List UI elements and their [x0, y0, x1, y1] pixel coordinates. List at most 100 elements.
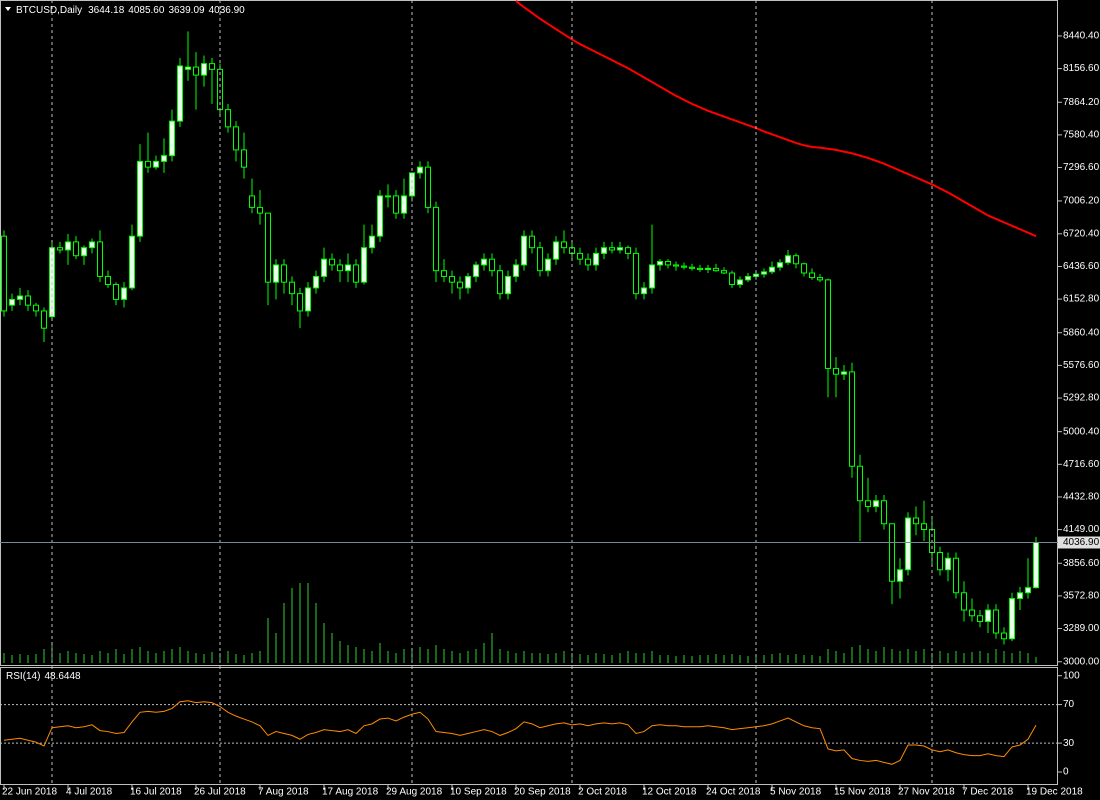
candle-body — [289, 281, 295, 295]
y-tick-label: 5860.40 — [1063, 327, 1100, 338]
candle-body — [113, 283, 119, 300]
x-tick-label: 12 Oct 2018 — [642, 787, 697, 798]
menu-icon[interactable] — [5, 7, 11, 11]
y-tick-label: 100 — [1063, 670, 1080, 681]
rsi-last-value: 48.6448 — [44, 671, 81, 682]
rsi-title: RSI(14) — [6, 671, 40, 682]
candle-body — [1017, 592, 1023, 600]
candle-body — [177, 65, 183, 122]
candle-body — [441, 270, 447, 277]
candle-body — [953, 557, 959, 594]
candle-body — [849, 371, 855, 467]
y-tick-label: 70 — [1063, 699, 1075, 710]
candle-body — [33, 304, 39, 312]
candle-body — [625, 247, 631, 254]
y-tick-label: 6436.60 — [1063, 261, 1100, 272]
candle-body — [785, 255, 791, 264]
candle-body — [609, 247, 615, 251]
candle-body — [817, 277, 823, 281]
candle-body — [377, 195, 383, 237]
candle-body — [233, 126, 239, 151]
candle-body — [305, 287, 311, 312]
candle-body — [961, 592, 967, 611]
candle-body — [409, 172, 415, 197]
candle-body — [713, 267, 719, 272]
y-tick-label: 3572.80 — [1063, 591, 1100, 602]
candle-body — [281, 264, 287, 283]
x-tick-label: 7 Dec 2018 — [962, 787, 1014, 798]
candle-body — [793, 255, 799, 265]
x-tick-label: 29 Aug 2018 — [386, 787, 443, 798]
x-tick-label: 22 Jun 2018 — [2, 787, 57, 798]
last-price-label: 4036.90 — [1063, 537, 1100, 548]
candle-body — [633, 252, 639, 295]
candle-body — [193, 66, 199, 76]
candle-body — [1009, 598, 1015, 640]
candle-body — [257, 206, 263, 214]
candle-body — [353, 264, 359, 283]
candle-body — [505, 275, 511, 295]
candle-body — [249, 195, 255, 208]
x-tick-label: 16 Jul 2018 — [130, 787, 182, 798]
candle-body — [41, 310, 47, 329]
candle-body — [457, 281, 463, 289]
y-tick-label: 7580.40 — [1063, 130, 1100, 141]
candle-body — [937, 551, 943, 571]
y-tick-label: 6152.80 — [1063, 294, 1100, 305]
candle-body — [129, 235, 135, 289]
candle-body — [865, 500, 871, 507]
y-tick-label: 8156.60 — [1063, 63, 1100, 74]
y-tick-label: 3856.60 — [1063, 558, 1100, 569]
candle-body — [185, 66, 191, 70]
candle-body — [433, 206, 439, 272]
chart-title: BTCUSD,Daily — [16, 5, 82, 16]
candle-body — [537, 247, 543, 272]
candle-body — [593, 252, 599, 266]
candle-body — [729, 272, 735, 285]
candle-body — [369, 235, 375, 249]
candle-body — [521, 235, 527, 266]
candle-body — [89, 241, 95, 249]
candle-body — [1025, 587, 1031, 594]
x-tick-label: 24 Oct 2018 — [706, 787, 761, 798]
chart-header: BTCUSD,Daily 3644.18 4085.60 3639.09 4036.90 — [16, 5, 245, 16]
candle-body — [393, 195, 399, 214]
moving-average-line — [515, 0, 1037, 238]
candle-body — [81, 247, 87, 257]
candle-body — [17, 295, 23, 300]
y-tick-label: 4432.80 — [1063, 492, 1100, 503]
candle-body — [209, 63, 215, 70]
y-tick-label: 7006.20 — [1063, 196, 1100, 207]
y-tick-label: 4149.00 — [1063, 524, 1100, 535]
x-tick-label: 27 Nov 2018 — [898, 787, 955, 798]
candle-body — [401, 195, 407, 214]
rsi-line — [3, 700, 1037, 765]
y-tick-label: 8440.40 — [1063, 31, 1100, 42]
rsi-header: RSI(14) 48.6448 — [6, 671, 81, 682]
candle-body — [601, 247, 607, 254]
candle-body — [857, 465, 863, 502]
x-tick-label: 17 Aug 2018 — [322, 787, 379, 798]
header-open: 3644.18 — [88, 5, 125, 16]
candle-body — [513, 264, 519, 277]
candle-body — [321, 258, 327, 277]
candle-body — [985, 609, 991, 623]
header-close: 4036.90 — [209, 5, 246, 16]
candle-body — [873, 500, 879, 507]
candle-body — [97, 241, 103, 277]
x-tick-label: 2 Oct 2018 — [578, 787, 627, 798]
candle-body — [705, 267, 711, 271]
candle-body — [241, 149, 247, 168]
candle-body — [337, 264, 343, 272]
candle-body — [649, 264, 655, 289]
candle-body — [969, 609, 975, 617]
candle-body — [809, 272, 815, 279]
candle-body — [945, 557, 951, 571]
x-tick-label: 5 Nov 2018 — [770, 787, 822, 798]
price-panel-frame — [0, 0, 1058, 666]
candle-body — [777, 262, 783, 268]
candle-body — [145, 160, 151, 168]
candle-body — [481, 258, 487, 266]
